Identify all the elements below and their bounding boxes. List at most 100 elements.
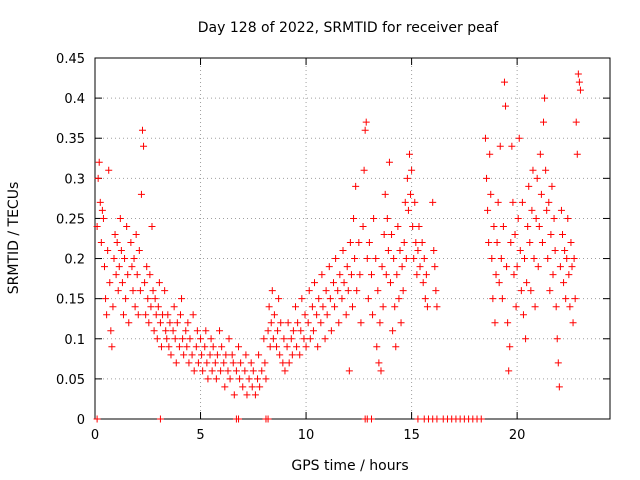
data-point bbox=[144, 295, 152, 303]
data-point bbox=[402, 255, 410, 263]
y-tick-label: 0.4 bbox=[64, 92, 85, 107]
data-point bbox=[155, 279, 163, 287]
data-point bbox=[93, 415, 101, 423]
data-point bbox=[519, 311, 527, 319]
data-point bbox=[133, 271, 141, 279]
data-point bbox=[386, 279, 394, 287]
data-point bbox=[305, 287, 313, 295]
data-point bbox=[367, 415, 375, 423]
data-point bbox=[559, 230, 567, 238]
data-point bbox=[309, 327, 317, 335]
data-point bbox=[134, 311, 142, 319]
data-point bbox=[326, 295, 334, 303]
data-point bbox=[236, 375, 244, 383]
data-point bbox=[545, 198, 553, 206]
data-point bbox=[491, 319, 499, 327]
data-point bbox=[531, 303, 539, 311]
data-point bbox=[245, 375, 253, 383]
data-point bbox=[156, 319, 164, 327]
data-point bbox=[304, 319, 312, 327]
data-point bbox=[521, 255, 529, 263]
data-point bbox=[527, 287, 535, 295]
data-point bbox=[224, 367, 232, 375]
data-point bbox=[494, 198, 502, 206]
data-point bbox=[321, 335, 329, 343]
data-point bbox=[560, 279, 568, 287]
data-point bbox=[372, 255, 380, 263]
data-point bbox=[184, 319, 192, 327]
data-point bbox=[546, 287, 554, 295]
data-point bbox=[404, 206, 412, 214]
data-point bbox=[300, 335, 308, 343]
data-point bbox=[241, 367, 249, 375]
data-point bbox=[355, 239, 363, 247]
data-point bbox=[516, 247, 524, 255]
data-point bbox=[127, 239, 135, 247]
data-point bbox=[405, 150, 413, 158]
data-point bbox=[273, 343, 281, 351]
data-point bbox=[106, 279, 114, 287]
data-point bbox=[528, 206, 536, 214]
data-point bbox=[346, 239, 354, 247]
data-point bbox=[141, 279, 149, 287]
data-point bbox=[161, 287, 169, 295]
data-point bbox=[330, 279, 338, 287]
data-point bbox=[264, 415, 272, 423]
data-point bbox=[256, 383, 264, 391]
data-point bbox=[572, 118, 580, 126]
data-point bbox=[311, 279, 319, 287]
plot-frame bbox=[94, 57, 611, 420]
data-point bbox=[110, 255, 118, 263]
data-point bbox=[169, 327, 177, 335]
data-point bbox=[523, 279, 531, 287]
data-point bbox=[504, 319, 512, 327]
data-point bbox=[199, 367, 207, 375]
data-point bbox=[176, 311, 184, 319]
data-point bbox=[351, 255, 359, 263]
data-point bbox=[218, 343, 226, 351]
data-point bbox=[421, 295, 429, 303]
data-point bbox=[357, 319, 365, 327]
data-point bbox=[203, 359, 211, 367]
data-point bbox=[410, 255, 418, 263]
data-point bbox=[194, 359, 202, 367]
data-point bbox=[384, 247, 392, 255]
y-tick-label: 0.2 bbox=[64, 253, 85, 268]
data-point bbox=[190, 367, 198, 375]
data-point bbox=[294, 319, 302, 327]
data-point bbox=[93, 222, 101, 230]
data-point bbox=[129, 287, 137, 295]
data-point bbox=[198, 351, 206, 359]
data-point bbox=[359, 222, 367, 230]
data-point bbox=[229, 359, 237, 367]
data-point bbox=[551, 247, 559, 255]
data-point bbox=[484, 206, 492, 214]
data-point bbox=[114, 287, 122, 295]
y-tick-label: 0.45 bbox=[56, 52, 85, 67]
data-point bbox=[107, 327, 115, 335]
data-point bbox=[163, 335, 171, 343]
data-point bbox=[171, 335, 179, 343]
data-point bbox=[285, 359, 293, 367]
data-point bbox=[182, 327, 190, 335]
data-point bbox=[340, 279, 348, 287]
data-point bbox=[573, 150, 581, 158]
data-point bbox=[345, 367, 353, 375]
data-point bbox=[507, 239, 515, 247]
data-point bbox=[543, 206, 551, 214]
data-point bbox=[298, 295, 306, 303]
y-tick-label: 0.15 bbox=[56, 293, 85, 308]
data-point bbox=[574, 70, 582, 78]
data-point bbox=[226, 375, 234, 383]
data-point bbox=[136, 287, 144, 295]
data-point bbox=[264, 327, 272, 335]
data-point bbox=[575, 78, 583, 86]
data-point bbox=[165, 343, 173, 351]
data-point bbox=[132, 230, 140, 238]
data-point bbox=[197, 335, 205, 343]
data-point bbox=[568, 263, 576, 271]
data-point bbox=[380, 230, 388, 238]
data-point bbox=[414, 247, 422, 255]
data-point bbox=[557, 206, 565, 214]
